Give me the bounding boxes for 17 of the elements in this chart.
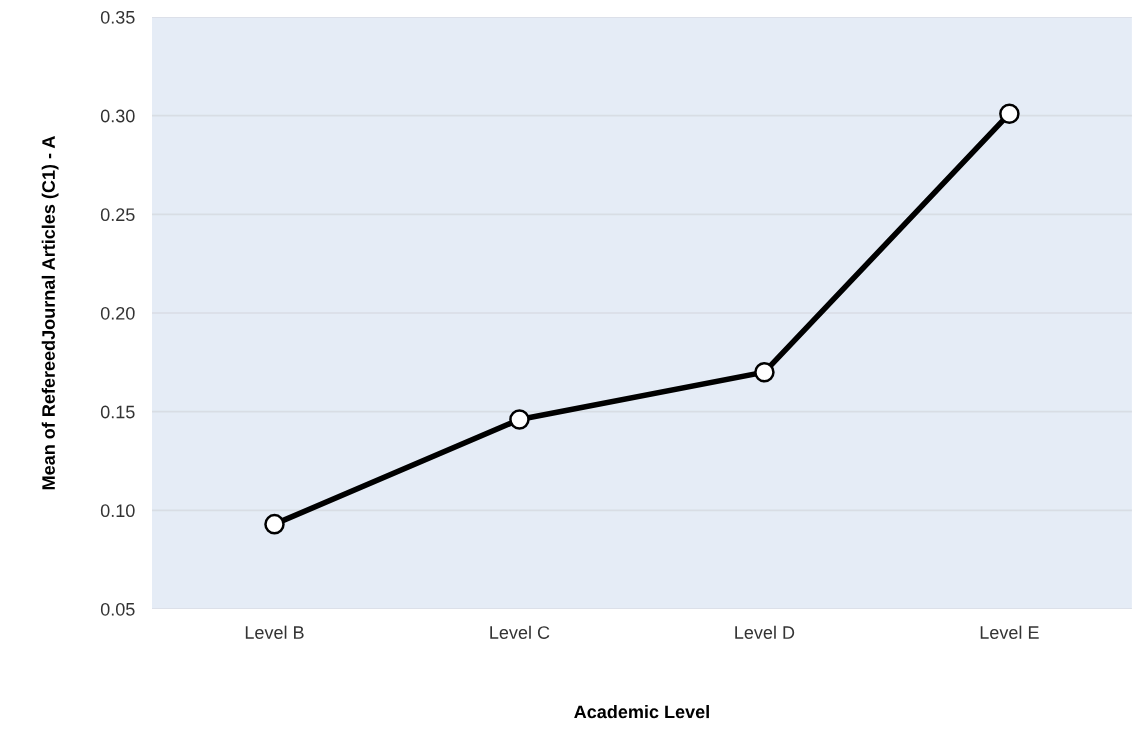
y-tick-label: 0.30 bbox=[100, 109, 135, 123]
point bbox=[754, 361, 775, 383]
y-tick-label: 0.10 bbox=[100, 504, 135, 518]
y-tick-label: 0.35 bbox=[100, 10, 135, 24]
y-tick-label: 0.20 bbox=[100, 306, 135, 320]
point bbox=[264, 513, 285, 535]
point bbox=[509, 409, 530, 430]
x-tick-label: Level C bbox=[490, 625, 550, 639]
y-tick-label: 0.15 bbox=[100, 405, 135, 419]
x-tick-label: Level E bbox=[980, 625, 1039, 639]
y-tick-label: 0.25 bbox=[100, 208, 135, 222]
point bbox=[999, 103, 1020, 124]
x-tick-label: Level D bbox=[735, 625, 795, 639]
y-tick-label: 0.05 bbox=[100, 602, 135, 616]
x-tick-label: Level B bbox=[245, 625, 304, 639]
y-axis-title: Mean of RefereedJournal Articles (C1) - A bbox=[41, 136, 59, 490]
x-axis-title: Academic Level bbox=[574, 705, 709, 719]
